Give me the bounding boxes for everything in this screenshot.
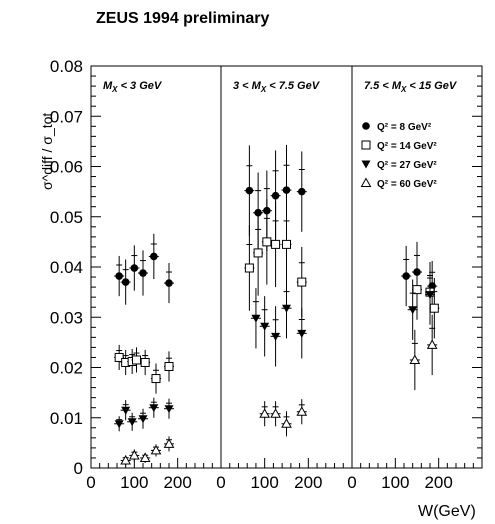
y-tick-label: 0.07 — [50, 107, 83, 126]
legend-label-2: Q² = 14 GeV² — [377, 141, 437, 152]
panel-label-1: MX < 3 GeV — [103, 80, 163, 94]
data-point — [251, 314, 261, 323]
y-tick-label: 0 — [74, 459, 83, 478]
x-tick-label: 100 — [381, 473, 409, 492]
legend-label-1: Q² = 8 GeV² — [377, 122, 432, 133]
data-point — [150, 252, 158, 261]
data-point — [150, 444, 162, 455]
x-tick-label: 200 — [163, 473, 191, 492]
x-tick-label: 200 — [294, 473, 322, 492]
data-point — [121, 278, 130, 286]
legend: Q² = 8 GeV² Q² = 14 GeV² Q² = 27 GeV² Q² = … — [360, 122, 437, 190]
data-point — [296, 406, 308, 416]
data-point — [409, 354, 421, 364]
data-point — [139, 452, 151, 462]
data-point — [271, 332, 281, 341]
y-axis-label: σ^diff / σ_tot — [39, 113, 55, 190]
panel-label-3: 7.5 < MX < 15 GeV — [364, 80, 458, 94]
data-point — [282, 186, 291, 194]
data-point — [281, 418, 292, 428]
data-point — [120, 454, 132, 465]
data-point — [114, 352, 124, 362]
x-axis-ticks: 0 100 200 0 100 200 0 100 200 — [86, 458, 483, 492]
data-point — [163, 438, 175, 448]
y-tick-label: 0.06 — [50, 158, 83, 177]
data-point — [297, 277, 307, 287]
data-point — [253, 248, 263, 258]
legend-marker-4 — [360, 177, 372, 187]
x-tick-label: 200 — [424, 473, 452, 492]
data-point — [282, 304, 291, 313]
data-point — [149, 404, 159, 413]
data-point — [412, 285, 422, 295]
data-point — [114, 420, 124, 429]
data-point — [262, 237, 272, 247]
y-tick-label: 0.01 — [50, 409, 83, 428]
data-point — [270, 408, 281, 418]
legend-marker-2 — [361, 140, 371, 150]
y-tick-label: 0.04 — [50, 258, 83, 277]
data-point — [138, 415, 148, 424]
y-axis-ticks: 0 0.01 0.02 0.03 0.04 0.05 0.06 0.07 0.08 — [50, 57, 482, 478]
y-tick-label: 0.08 — [50, 57, 83, 76]
y-tick-label: 0.02 — [50, 359, 83, 378]
panel-label-2: 3 < MX < 7.5 GeV — [233, 80, 321, 94]
data-point — [132, 355, 141, 365]
y-axis-label-text: σ^diff / σ_tot — [39, 113, 55, 190]
legend-marker-1 — [362, 122, 370, 130]
y-tick-label: 0.03 — [50, 308, 83, 327]
chart-title: ZEUS 1994 preliminary — [96, 10, 270, 27]
x-tick-label: 0 — [216, 473, 225, 492]
data-point — [425, 291, 435, 300]
data-point — [426, 339, 438, 349]
x-axis-label: W(GeV) — [418, 503, 476, 520]
data-point — [271, 239, 281, 249]
data-point — [259, 408, 271, 418]
data-point — [260, 322, 270, 331]
data-point — [140, 357, 150, 367]
legend-label-3: Q² = 27 GeV² — [377, 160, 437, 171]
data-point — [297, 329, 307, 338]
data-point — [128, 449, 140, 460]
data-points — [114, 144, 440, 466]
data-point — [151, 374, 161, 384]
data-point — [121, 406, 131, 415]
data-point — [130, 264, 139, 272]
legend-label-4: Q² = 60 GeV² — [377, 179, 437, 190]
data-point — [282, 239, 291, 249]
x-tick-label: 0 — [86, 473, 95, 492]
x-tick-label: 100 — [250, 473, 278, 492]
data-point — [271, 191, 280, 200]
x-tick-label: 100 — [120, 473, 148, 492]
y-tick-label: 0.05 — [50, 208, 83, 227]
data-point — [402, 272, 410, 280]
data-point — [244, 263, 254, 273]
data-point — [297, 187, 306, 196]
data-point — [165, 279, 173, 287]
data-point — [139, 269, 147, 277]
data-point — [245, 186, 254, 195]
data-point — [127, 418, 137, 427]
x-tick-label: 0 — [347, 473, 356, 492]
panel-labels: MX < 3 GeV 3 < MX < 7.5 GeV 7.5 < MX < 15 … — [103, 80, 458, 94]
data-point — [164, 361, 174, 371]
data-point — [164, 405, 174, 414]
data-point — [115, 272, 123, 280]
legend-marker-3 — [361, 160, 371, 169]
data-point — [408, 306, 418, 315]
data-point — [429, 303, 439, 313]
